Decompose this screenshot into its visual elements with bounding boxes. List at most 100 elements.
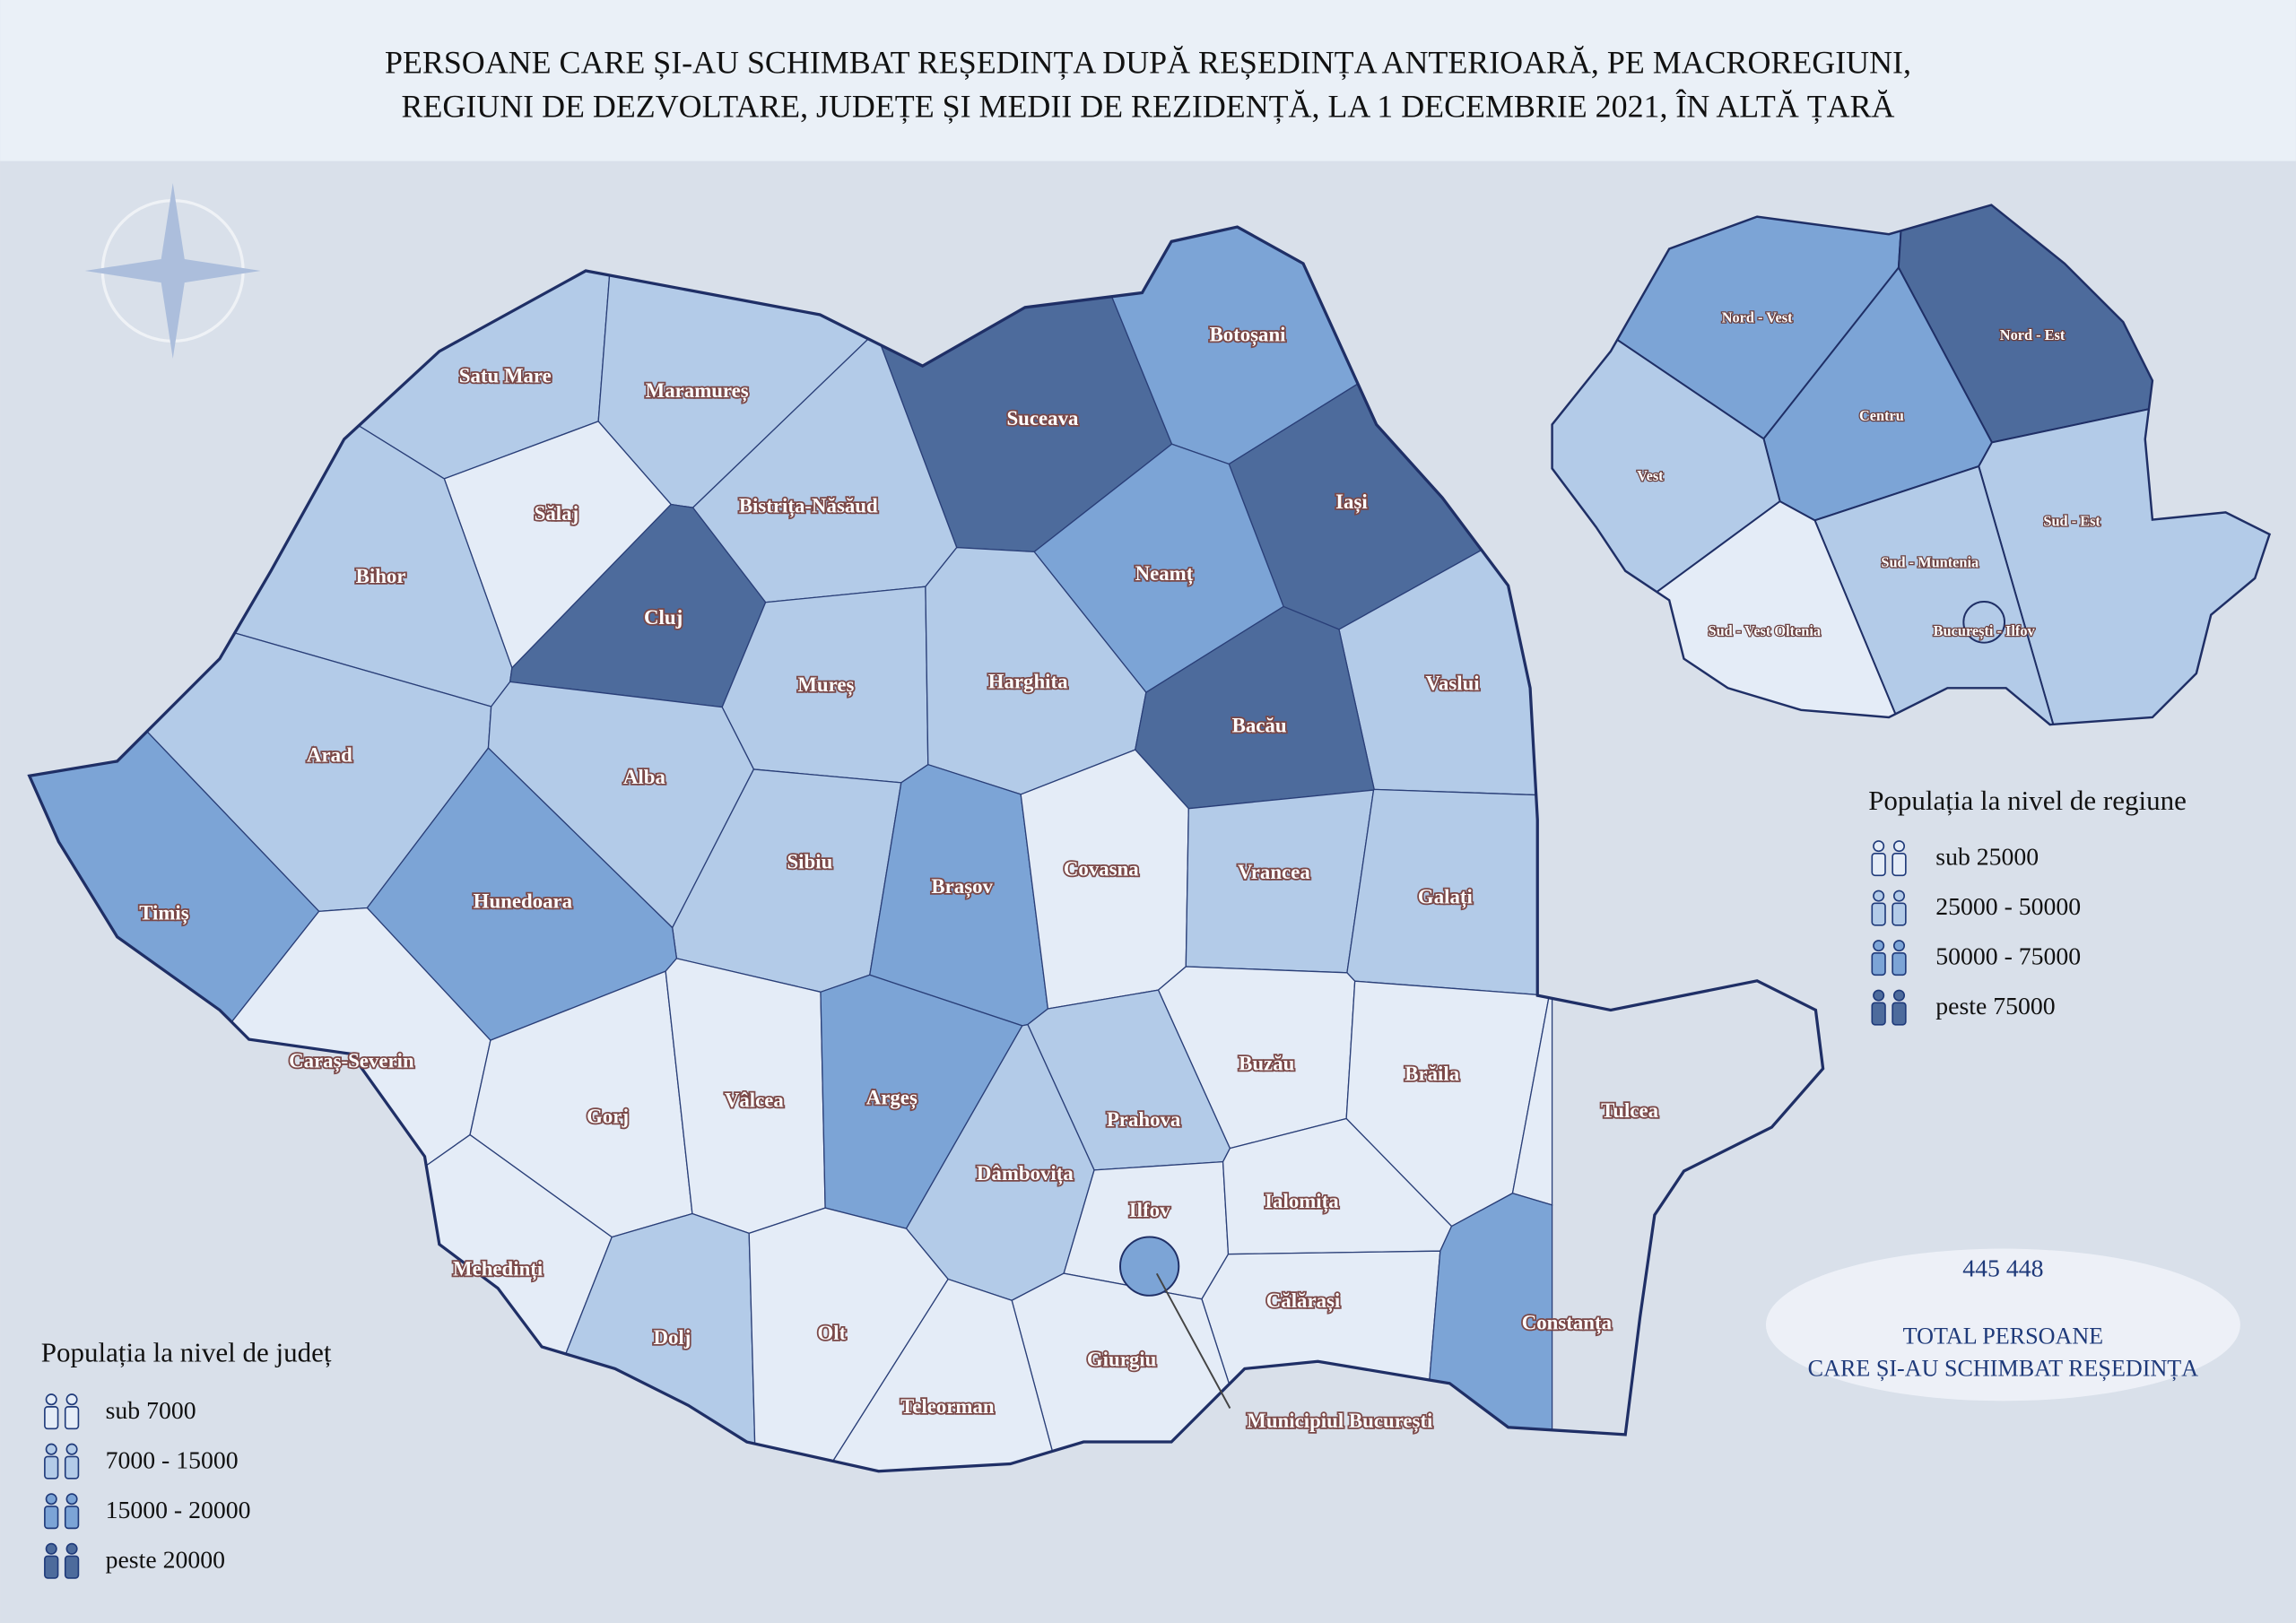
legend-icon (1873, 940, 1885, 952)
legend-icon (1871, 902, 1886, 926)
legend-icon (64, 1406, 80, 1430)
county-label: Arad (307, 743, 352, 766)
legend-icon (64, 1506, 80, 1530)
region-outline (1551, 204, 2272, 726)
legend-label: peste 75000 (1935, 993, 2055, 1020)
county-label: Mureș (797, 673, 854, 697)
county-label: Buzău (1239, 1053, 1295, 1075)
legend-icon (64, 1555, 80, 1579)
legend-icon (45, 1443, 57, 1455)
county-label: Timiș (139, 902, 189, 925)
county-label: Prahova (1107, 1108, 1181, 1131)
legend-icon (1892, 890, 1906, 902)
legend-icon (1892, 852, 1907, 877)
county-label: Tulcea (1601, 1099, 1658, 1122)
region-label: București - Ilfov (1934, 622, 2036, 640)
legend-icon (1892, 951, 1907, 976)
region-label: Nord - Est (2000, 326, 2066, 343)
country-outline (27, 225, 1825, 1473)
region-label: Sud - Muntenia (1881, 553, 1979, 570)
county-label: Bihor (356, 565, 406, 587)
county-label: Maramureș (646, 379, 749, 403)
county-label: Vrancea (1238, 861, 1310, 883)
region-label: Nord - Vest (1722, 309, 1793, 326)
county-label: Dâmbovița (977, 1162, 1074, 1185)
county-label: Iași (1335, 490, 1368, 514)
county-label: Satu Mare (459, 364, 552, 386)
county-label: Ilfov (1129, 1199, 1170, 1221)
county-label: Sibiu (787, 850, 832, 872)
county-label: Călărași (1266, 1289, 1341, 1313)
legend-icon (65, 1443, 78, 1455)
total-value: 445 448 (1962, 1255, 2043, 1283)
county-label: Vaslui (1426, 672, 1481, 694)
legend-icon (65, 1493, 78, 1506)
legend-icon (1892, 840, 1906, 853)
legend-icon (1873, 989, 1885, 1002)
county-label: Covasna (1064, 858, 1139, 881)
legend-icon (1873, 840, 1885, 853)
county-label: Brăila (1405, 1063, 1459, 1085)
county-label: Bacău (1232, 715, 1287, 737)
header-band (0, 0, 2296, 161)
legend-title: Populația la nivel de regiune (1868, 785, 2187, 816)
total-box: 445 448 TOTAL PERSOANE CARE ȘI-AU SCHIMB… (1765, 1248, 2240, 1402)
county-label: Vâlcea (725, 1089, 785, 1112)
county-label: Galați (1418, 886, 1474, 909)
region-label: Sud - Est (2043, 513, 2100, 530)
county-label: Teleorman (900, 1395, 995, 1418)
legend-label: 25000 - 50000 (1935, 893, 2081, 921)
leader-line (1155, 1272, 1231, 1409)
municipality-area (1119, 1236, 1180, 1297)
county-label: Dolj (653, 1326, 691, 1349)
legend-label: 7000 - 15000 (106, 1446, 239, 1474)
legend-icon (1892, 989, 1906, 1002)
county-label: Suceava (1006, 407, 1079, 430)
county-label: Olt (818, 1322, 847, 1344)
county-label: Bistrița-Năsăud (739, 495, 878, 518)
legend-icon (44, 1506, 59, 1530)
title-line: REGIUNI DE DEZVOLTARE, JUDEȚE ȘI MEDII D… (402, 89, 1895, 125)
legend-icon (65, 1393, 78, 1406)
region-label: Centru (1859, 407, 1904, 424)
county-label: Alba (623, 766, 666, 788)
region-label: Vest (1637, 467, 1664, 484)
region-label: Sud - Vest Oltenia (1709, 622, 1822, 639)
municipality-label: Municipiul București (1247, 1410, 1433, 1433)
county-label: Hunedoara (474, 890, 573, 913)
legend-icon (44, 1555, 59, 1579)
county-label: Brașov (931, 875, 993, 898)
legend-icon (45, 1542, 57, 1555)
legend-title: Populația la nivel de județ (41, 1336, 332, 1367)
legend-icon (1873, 890, 1885, 902)
county-label: Harghita (988, 671, 1068, 693)
legend-icon (44, 1406, 59, 1430)
region-area (1962, 600, 2006, 644)
legend-icon (45, 1393, 57, 1406)
legend-label: 50000 - 75000 (1935, 943, 2081, 971)
legends: sub 7000 7000 - 15000 15000 - 20000 peste 2… (44, 840, 2081, 1579)
legend-label: sub 25000 (1935, 844, 2039, 872)
legend-icon (1892, 902, 1907, 926)
compass (84, 183, 261, 359)
legend-icon (1892, 1002, 1907, 1026)
legend-icon (65, 1542, 78, 1555)
legend-label: sub 7000 (106, 1397, 196, 1425)
county-label: Ialomița (1265, 1190, 1339, 1213)
legend-label: 15000 - 20000 (106, 1497, 251, 1524)
label-layer: Satu Mare Maramureș Suceava Botoșani Sălaj Bi… (137, 308, 2101, 1435)
county-label: Cluj (644, 606, 683, 629)
county-label: Mehedinți (453, 1257, 544, 1280)
total-label: CARE ȘI-AU SCHIMBAT REȘEDINȚA (1808, 1356, 2199, 1382)
legend-icon (44, 1455, 59, 1480)
county-label: Argeș (866, 1086, 918, 1109)
legend-icon (1892, 940, 1906, 952)
legend-icon (1871, 951, 1886, 976)
county-label: Botoșani (1209, 324, 1286, 347)
county-label: Caraș-Severin (289, 1049, 414, 1072)
county-label: Neamț (1135, 562, 1194, 586)
county-label: Constanța (1522, 1312, 1613, 1335)
county-label: Giurgiu (1087, 1349, 1157, 1371)
total-label: TOTAL PERSOANE (1903, 1324, 2103, 1350)
